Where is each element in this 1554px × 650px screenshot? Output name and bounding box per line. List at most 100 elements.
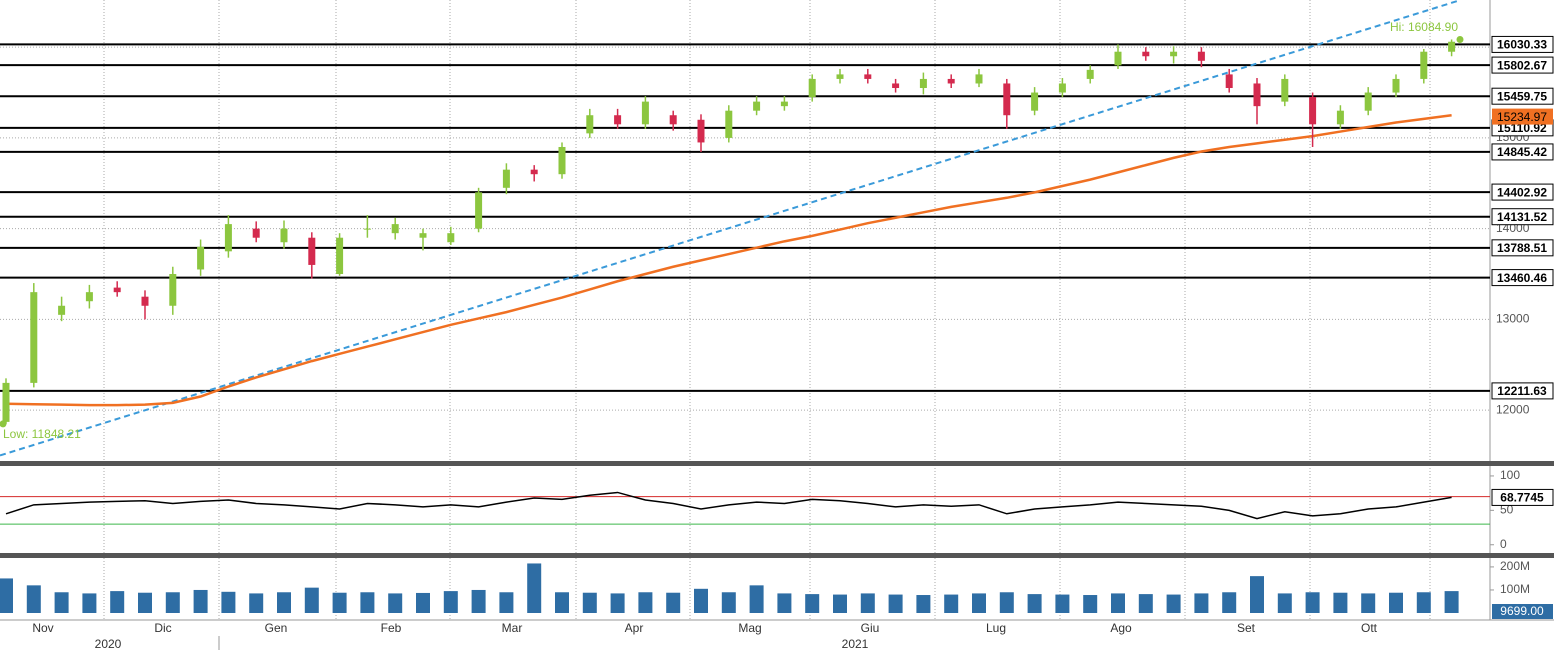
volume-bar xyxy=(582,592,597,613)
level-label: 14845.42 xyxy=(1497,145,1547,159)
volume-bar xyxy=(1250,576,1264,613)
volume-bar xyxy=(638,592,653,613)
volume-bar xyxy=(1444,591,1459,613)
x-tick-label: Dic xyxy=(154,621,171,635)
trendline xyxy=(0,0,1461,457)
volume-bar xyxy=(972,593,986,613)
low-marker xyxy=(0,420,7,428)
candle-body xyxy=(1364,92,1372,111)
candle-body xyxy=(1003,83,1011,116)
candle-body xyxy=(586,115,594,134)
moving-average xyxy=(5,113,1452,407)
candle-body xyxy=(947,78,955,84)
volume-bar xyxy=(666,592,681,613)
x-tick-label: Ott xyxy=(1361,621,1378,635)
volume-bar xyxy=(721,592,736,613)
candle-body xyxy=(753,101,761,111)
candle-body xyxy=(30,292,38,383)
x-tick-label: Apr xyxy=(625,621,644,635)
level-box xyxy=(1491,183,1554,201)
candle-body xyxy=(614,115,622,125)
candle-body xyxy=(85,292,93,302)
level-box xyxy=(1491,239,1554,257)
candle-body xyxy=(919,78,927,89)
volume-bar xyxy=(1111,593,1125,613)
candle-body xyxy=(224,224,232,252)
candle-body xyxy=(141,296,149,306)
candle-body xyxy=(1142,51,1150,57)
level-label: 15802.67 xyxy=(1497,58,1547,72)
volume-bar xyxy=(388,593,403,613)
candle-body xyxy=(58,305,66,315)
panel-separator xyxy=(0,461,1554,466)
volume-bar xyxy=(1305,592,1320,613)
candle-body xyxy=(725,110,733,138)
volume-bar xyxy=(888,594,903,613)
volume-bar xyxy=(249,593,264,613)
volume-bar xyxy=(1083,595,1098,613)
volume-bar xyxy=(1194,593,1209,613)
candle-body xyxy=(1253,83,1261,107)
volume-bar xyxy=(1389,592,1403,613)
level-box xyxy=(1491,87,1554,105)
candle-body xyxy=(113,287,121,293)
volume-bar xyxy=(1138,594,1153,613)
volume-bar xyxy=(694,588,708,613)
volume-bar xyxy=(1416,592,1431,613)
level-label: 16030.33 xyxy=(1497,38,1547,52)
candle-body xyxy=(558,146,566,175)
candle-body xyxy=(252,228,260,238)
candle-body xyxy=(2,382,10,422)
candle-body xyxy=(836,74,844,79)
rsi-box xyxy=(1491,488,1554,506)
candle-body xyxy=(447,233,455,243)
candle-body xyxy=(1086,69,1094,79)
level-box xyxy=(1491,269,1554,287)
level-label: 14131.52 xyxy=(1497,210,1547,224)
volume-bar xyxy=(277,592,291,613)
x-tick-label: Mag xyxy=(738,621,761,635)
y-tick-label: 200M xyxy=(1500,559,1530,573)
volume-bar xyxy=(221,591,236,613)
volume-bar xyxy=(443,591,458,613)
x-tick-label: Giu xyxy=(861,621,880,635)
volume-bar xyxy=(165,592,180,613)
level-label: 13460.46 xyxy=(1497,271,1547,285)
volume-bar xyxy=(26,585,41,613)
volume-bar xyxy=(193,589,208,613)
rsi-line xyxy=(5,491,1452,520)
volume-bar xyxy=(360,592,375,613)
candle-body xyxy=(697,119,705,143)
volume-bar xyxy=(332,592,347,613)
volume-bar xyxy=(416,592,430,613)
volume-bar xyxy=(777,593,792,613)
candle-body xyxy=(1114,51,1122,66)
level-box xyxy=(1491,382,1554,400)
candle-body xyxy=(864,74,872,79)
y-tick-label: 100 xyxy=(1500,468,1520,482)
candle-body xyxy=(1336,110,1344,125)
volume-bar xyxy=(1222,592,1237,613)
year-label: 2020 xyxy=(95,637,122,650)
candle-body xyxy=(502,169,510,188)
candle-body xyxy=(419,233,427,238)
volume-bar xyxy=(110,591,125,613)
level-label: 13788.51 xyxy=(1497,241,1547,255)
x-tick-label: Ago xyxy=(1110,621,1132,635)
x-tick-label: Lug xyxy=(986,621,1006,635)
level-box xyxy=(1491,143,1554,161)
rsi-label: 68.7745 xyxy=(1500,491,1544,505)
volume-bar xyxy=(1166,594,1181,613)
high-label: Hi: 16084.90 xyxy=(1390,20,1458,34)
candle-body xyxy=(336,237,344,275)
volume-bar xyxy=(0,578,13,613)
candle-body xyxy=(1420,51,1428,79)
volume-bar xyxy=(499,592,514,613)
candle-body xyxy=(530,169,538,175)
volume-bar xyxy=(1055,594,1070,613)
volume-bar xyxy=(555,592,569,613)
candle-body xyxy=(641,101,649,125)
candle-body xyxy=(391,224,399,234)
